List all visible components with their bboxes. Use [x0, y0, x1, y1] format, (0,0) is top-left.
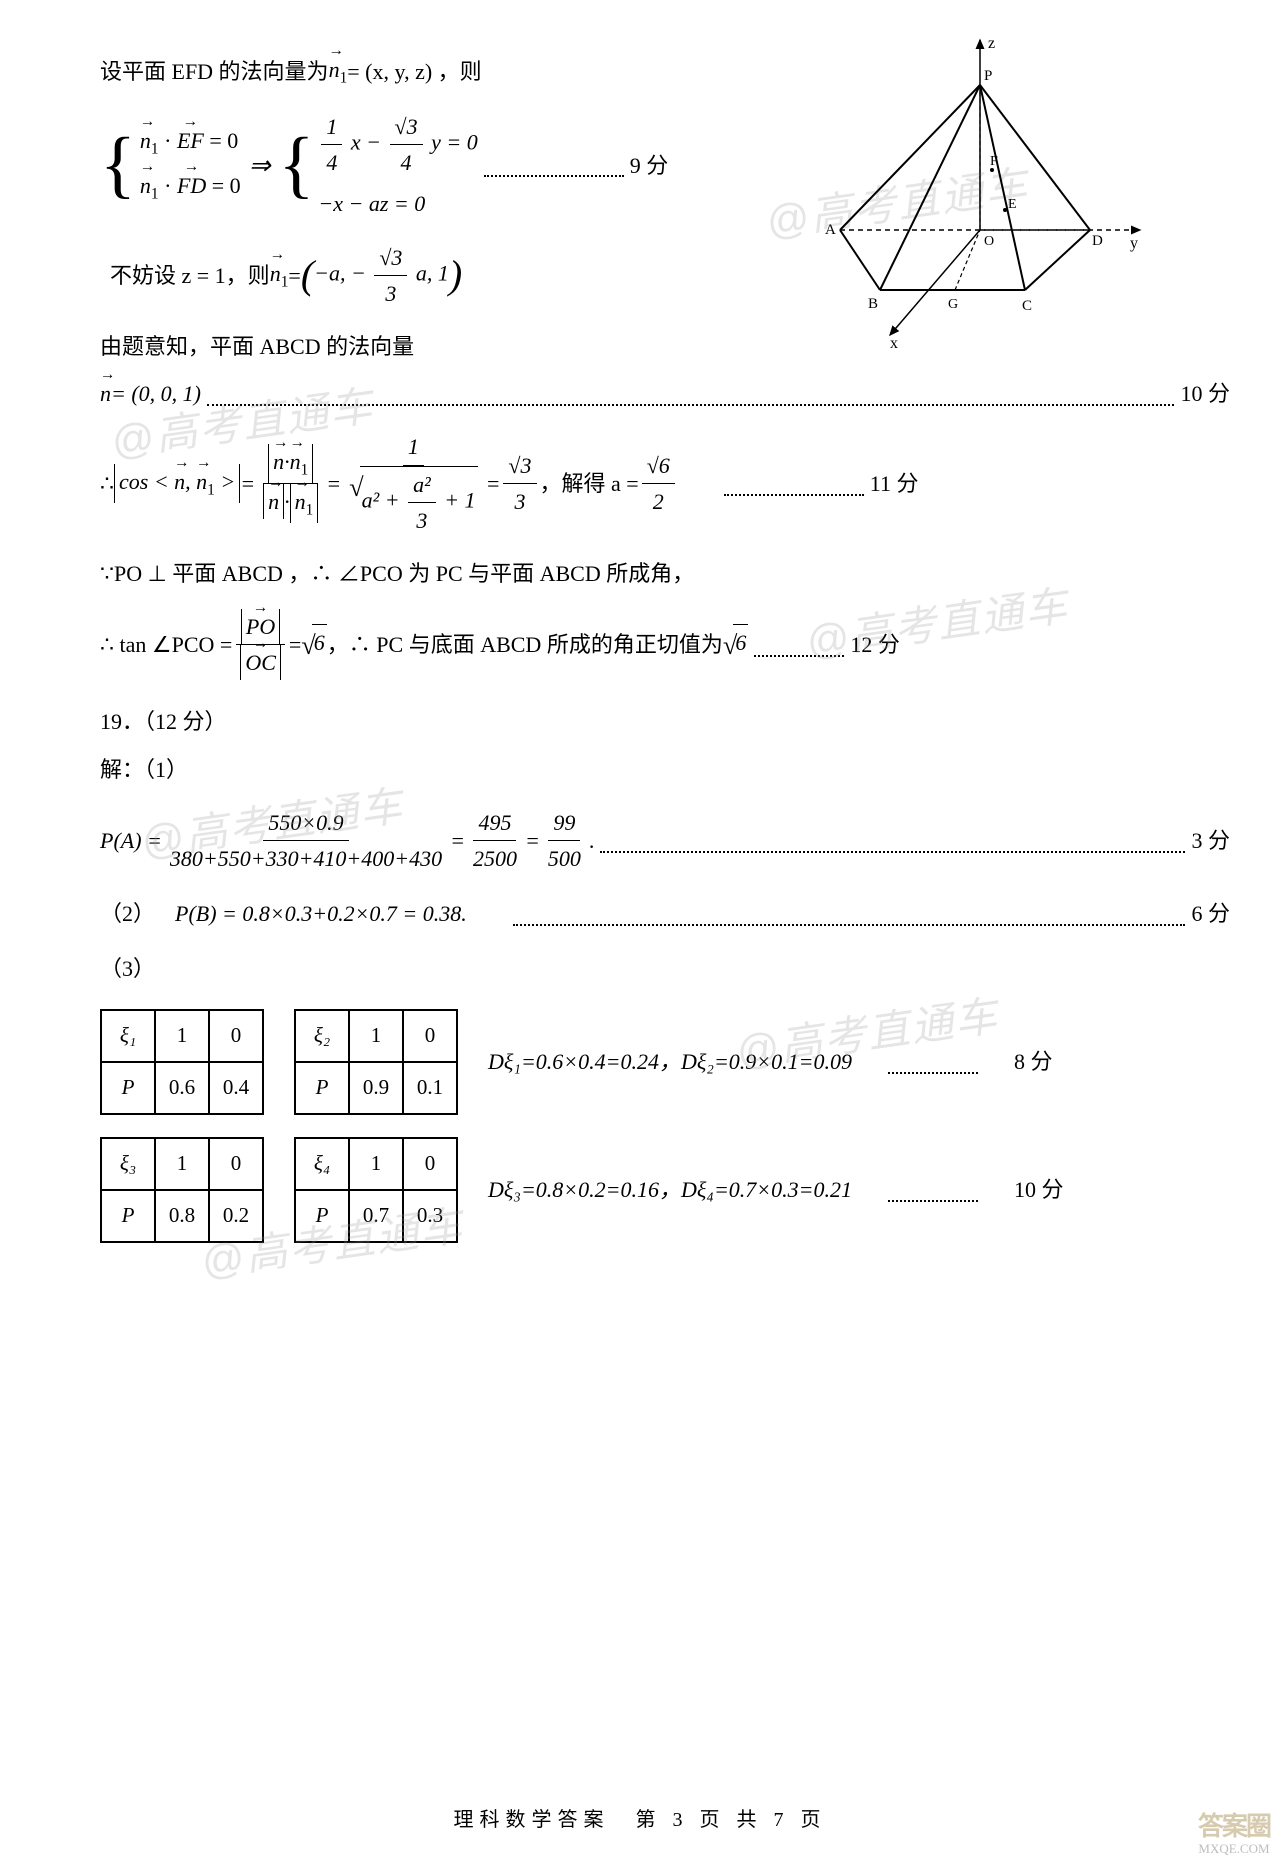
variance-34: Dξ₃=0.8×0.2=0.16，Dξ₄=0.7×0.3=0.21	[488, 1172, 852, 1207]
pyramid-diagram: z y x P A B C D E F G O	[730, 30, 1150, 350]
label-e: E	[1008, 197, 1017, 212]
question-19: 19．（12 分）	[100, 704, 1230, 739]
table-xi1: ξ₁10 P0.60.4	[100, 1009, 264, 1115]
label-o: O	[984, 234, 994, 249]
label-c: C	[1022, 298, 1032, 314]
score-8: 8 分	[1014, 1044, 1053, 1079]
axis-y-label: y	[1130, 235, 1138, 252]
corner-logo: 答案圈 MXQE.COM	[1198, 1813, 1270, 1856]
label-f: F	[990, 154, 998, 169]
label-g: G	[948, 297, 958, 312]
table-xi2: ξ₂10 P0.90.1	[294, 1009, 458, 1115]
prob-a: P(A) = 550×0.9 380+550+330+410+400+430 =…	[100, 805, 1230, 876]
tables-row-2: ξ₃10 P0.80.2 ξ₄10 P0.70.3 Dξ₃=0.8×0.2=0.…	[100, 1137, 1230, 1243]
line-perp: ∵PO ⊥ 平面 ABCD ，∴ ∠PCO 为 PC 与平面 ABCD 所成角，	[100, 556, 1230, 591]
page-footer: 理科数学答案 第 3 页 共 7 页	[0, 1804, 1280, 1836]
table-xi4: ξ₄10 P0.70.3	[294, 1137, 458, 1243]
line-tan: ∴ tan ∠PCO = PO OC = 6 ，∴ PC 与底面 ABCD 所成…	[100, 609, 1230, 680]
solution-label: 解：（1）	[100, 752, 1230, 787]
line-n-value: n = (0, 0, 1) 10 分	[100, 376, 1230, 411]
variance-12: Dξ₁=0.6×0.4=0.24，Dξ₂=0.9×0.1=0.09	[488, 1044, 852, 1079]
line-cosine: ∴ cos < n, n1 > = n·n1 n·n1 = 1 a² + a²3…	[100, 429, 1230, 538]
label-b: B	[868, 296, 878, 312]
label-p: P	[984, 68, 992, 84]
score-11: 11 分	[870, 466, 919, 501]
prob-b: （2） P(B) = 0.8×0.3+0.2×0.7 = 0.38. 6 分	[100, 896, 1230, 931]
tables-row-1: ξ₁10 P0.60.4 ξ₂10 P0.90.1 Dξ₁=0.6×0.4=0.…	[100, 1009, 1230, 1115]
axis-z-label: z	[988, 35, 995, 52]
score-3: 3 分	[1191, 823, 1230, 858]
table-xi3: ξ₃10 P0.80.2	[100, 1137, 264, 1243]
axis-x-label: x	[890, 335, 898, 350]
score-6: 6 分	[1191, 896, 1230, 931]
score-10: 10 分	[1180, 376, 1230, 411]
sub3: （3）	[100, 951, 1230, 986]
label-d: D	[1092, 233, 1103, 249]
score-12: 12 分	[850, 627, 900, 662]
score-9: 9 分	[630, 148, 669, 183]
score-10b: 10 分	[1014, 1172, 1064, 1207]
label-a: A	[825, 222, 836, 238]
